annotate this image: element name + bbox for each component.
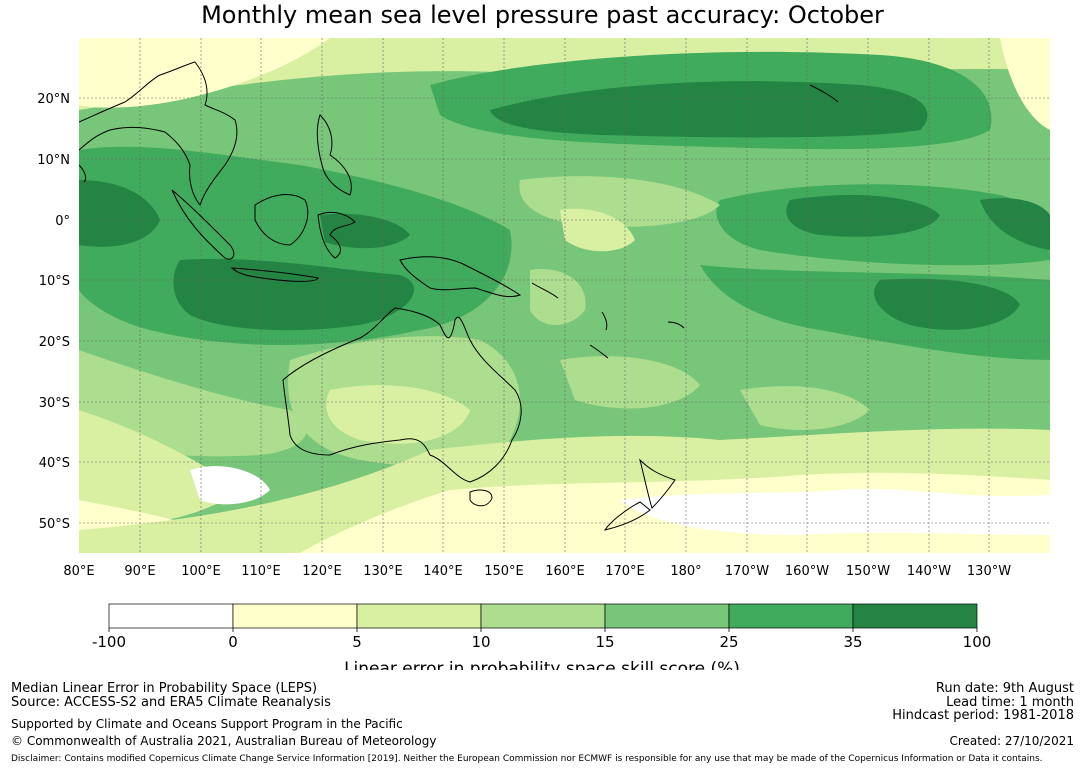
colorbar-segment — [852, 603, 978, 629]
lon-label: 160°E — [545, 564, 585, 579]
lat-label: 50°S — [39, 517, 70, 532]
lon-label: 170°W — [725, 564, 769, 579]
new-caledonia — [589, 344, 609, 359]
lat-label: 20°S — [39, 335, 70, 350]
sulawesi-coast — [317, 211, 356, 259]
colorbar-tick-label: 25 — [719, 633, 738, 651]
lat-axis-labels: 20°N 10°N 0° 10°S 20°S 30°S 40°S 50°S — [37, 92, 70, 532]
footer-copyright: © Commonwealth of Australia 2021, Austra… — [11, 734, 437, 748]
lon-label: 150°W — [846, 564, 890, 579]
colorbar-tick-label: 35 — [843, 633, 862, 651]
lon-label: 160°W — [785, 564, 829, 579]
lat-label: 10°N — [37, 153, 70, 168]
lon-label: 140°E — [423, 564, 463, 579]
new-guinea-coast — [399, 256, 522, 298]
colorbar-tick-label: -100 — [92, 633, 126, 651]
lat-label: 0° — [55, 214, 70, 229]
vanuatu — [601, 311, 608, 331]
skill-score-regions — [79, 38, 1050, 553]
lon-label: 80°E — [63, 564, 94, 579]
lat-label: 10°S — [39, 274, 70, 289]
lon-axis-labels: 80°E 90°E 100°E 110°E 120°E 130°E 140°E 150°E 16… — [63, 564, 1011, 579]
colorbar-segment — [108, 603, 234, 629]
colorbar-tick-label: 5 — [352, 633, 362, 651]
lat-label: 20°N — [37, 92, 70, 107]
colorbar-tick-label: 0 — [228, 633, 238, 651]
lon-label: 120°E — [302, 564, 342, 579]
lat-label: 40°S — [39, 456, 70, 471]
colorbar-segment — [232, 603, 358, 629]
lon-label: 180° — [670, 564, 701, 579]
colorbar: -100 0 5 10 15 25 35 100 — [92, 603, 992, 651]
colorbar-label: Linear error in probability space skill … — [344, 659, 740, 670]
colorbar-segment — [728, 603, 854, 629]
colorbar-tick-label: 100 — [963, 633, 992, 651]
sri-lanka — [79, 164, 87, 183]
colorbar-segment — [480, 603, 606, 629]
lon-label: 110°E — [241, 564, 281, 579]
nz-south-island — [603, 501, 651, 531]
sumatra-coast — [171, 189, 235, 260]
philippines-coast — [316, 114, 352, 196]
footer-support: Supported by Climate and Oceans Support … — [11, 717, 403, 731]
asia-coast — [79, 61, 238, 207]
lon-label: 150°E — [484, 564, 524, 579]
lon-label: 130°E — [363, 564, 403, 579]
colorbar-segment — [604, 603, 730, 629]
hawaii — [809, 84, 839, 103]
java-coast — [230, 267, 319, 282]
footer-created: Created: 27/10/2021 — [949, 734, 1074, 748]
map-title: Monthly mean sea level pressure past acc… — [201, 1, 884, 29]
lon-label: 140°W — [907, 564, 951, 579]
lat-label: 30°S — [39, 396, 70, 411]
nz-north-island — [639, 458, 676, 509]
graticule — [79, 38, 1050, 553]
footer-source: Source: ACCESS-S2 and ERA5 Climate Reana… — [11, 695, 331, 710]
footer-run-date: Run date: 9th August — [935, 681, 1074, 696]
colorbar-tick-label: 15 — [595, 633, 614, 651]
footer-disclaimer: Disclaimer: Contains modified Copernicus… — [11, 754, 1043, 764]
borneo-coast — [254, 194, 309, 246]
solomon-islands — [531, 282, 559, 299]
lon-label: 170°E — [605, 564, 645, 579]
lon-label: 130°W — [967, 564, 1011, 579]
colorbar-tick-label: 10 — [471, 633, 490, 651]
coastlines — [79, 61, 839, 531]
lon-label: 90°E — [124, 564, 155, 579]
skill-score-map: 20°N 10°N 0° 10°S 20°S 30°S 40°S 50°S 80°E 90°E 1… — [37, 38, 1050, 670]
footer-lead-time: Lead time: 1 month — [946, 695, 1074, 710]
fiji — [667, 321, 685, 329]
footer-method: Median Linear Error in Probability Space… — [11, 681, 318, 696]
footer-hindcast: Hindcast period: 1981-2018 — [892, 708, 1074, 723]
lon-label: 100°E — [181, 564, 221, 579]
australia-coast — [282, 307, 522, 483]
tasmania-coast — [469, 489, 493, 507]
colorbar-segment — [356, 603, 482, 629]
